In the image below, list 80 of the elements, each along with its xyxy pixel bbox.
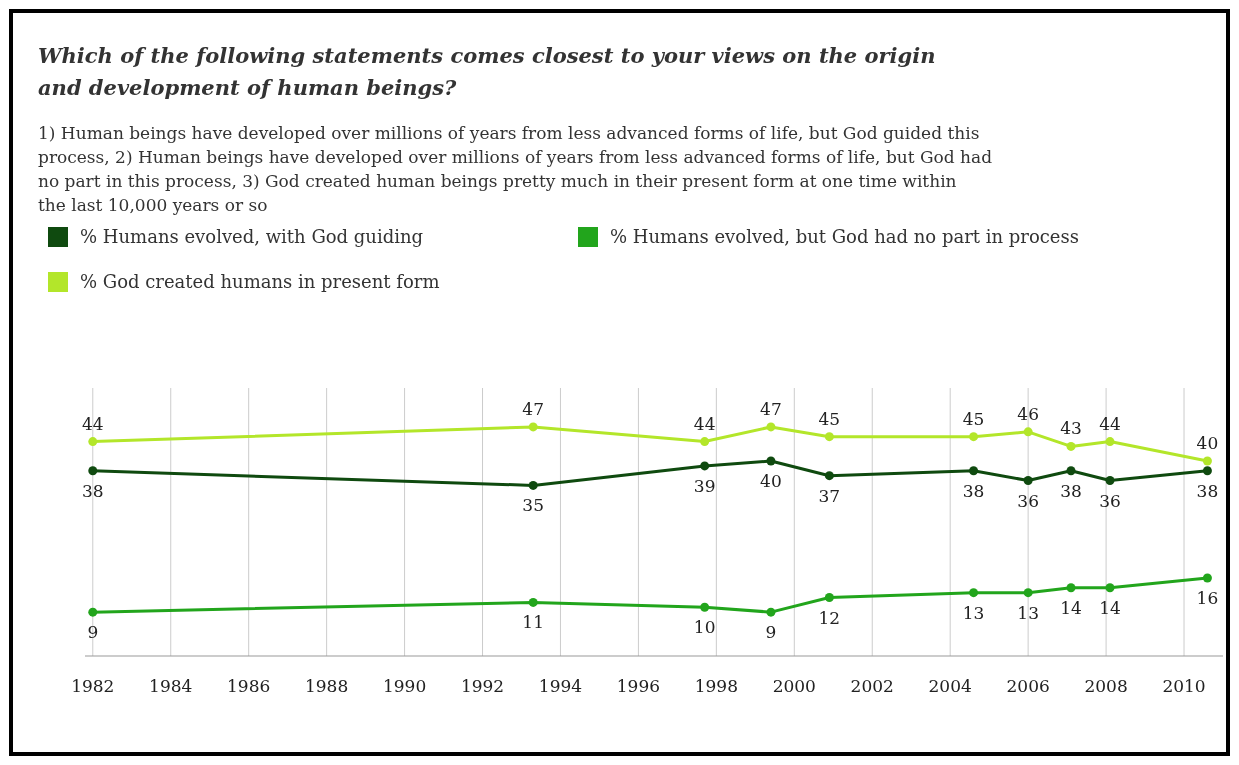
x-tick-label: 1998 [694,676,738,696]
point [766,607,776,617]
point [1023,588,1033,598]
point [528,480,538,490]
data-label: 45 [818,408,841,429]
data-label: 37 [818,485,841,506]
point [528,597,538,607]
point [88,607,98,617]
data-label: 38 [962,480,985,501]
point [1202,573,1212,583]
point [824,593,834,603]
data-label: 10 [693,617,716,638]
data-label: 43 [1060,418,1082,439]
point [766,422,776,432]
point [1066,441,1076,451]
data-label: 39 [693,475,716,496]
point [528,422,538,432]
data-label: 11 [522,612,545,633]
point [1066,466,1076,476]
x-tick-label: 2004 [928,676,972,696]
data-label: 9 [765,622,777,643]
data-label: 46 [1017,403,1039,424]
chart-subtitle: 1) Human beings have developed over millions of years from less advanced forms of life, but God guided this process, 2) Human beings have developed over millions of years from less advanced forms of life, but God had no part in this process, 3) God created human beings pretty much in their present form at one time within the last 10,000 years or so [38,123,993,215]
data-label: 44 [1099,413,1121,434]
data-label: 38 [1196,480,1219,501]
data-label: 45 [962,408,985,429]
point [969,588,979,598]
data-label: 16 [1196,588,1219,609]
point [824,471,834,481]
data-label: 9 [87,622,99,643]
point [1023,427,1033,437]
x-tick-label: 2006 [1006,676,1050,696]
x-tick-label: 2002 [850,676,894,696]
point [969,466,979,476]
x-tick-label: 1988 [305,676,349,696]
data-label: 13 [962,602,985,623]
data-label: 12 [818,607,841,628]
data-label: 40 [760,471,782,492]
data-label: 38 [81,480,104,501]
x-tick-label: 1982 [71,676,115,696]
point [1105,476,1115,486]
point [969,432,979,442]
legend-label: % Humans evolved, with God guiding [80,226,424,247]
x-tick-label: 1996 [616,676,661,696]
data-label: 14 [1060,597,1082,618]
data-label: 35 [522,495,545,516]
data-label: 14 [1099,597,1121,618]
data-label: 47 [522,398,545,419]
data-label: 47 [760,398,782,419]
point [1066,583,1076,593]
point [1105,583,1115,593]
legend-label: % God created humans in present form [80,271,440,292]
data-label: 44 [81,413,104,434]
point [1023,476,1033,486]
point [88,437,98,447]
point [1202,456,1212,466]
x-tick-label: 1986 [227,676,271,696]
data-label: 36 [1099,490,1121,511]
point [1105,437,1115,447]
x-tick-label: 1992 [460,676,505,696]
x-tick-label: 2010 [1162,676,1206,696]
point [88,466,98,476]
data-label: 44 [693,413,716,434]
data-label: 40 [1196,433,1219,454]
chart-title: Which of the following statements comes closest to your views on the origin and development of human beings? [38,43,936,100]
data-label: 36 [1017,490,1039,511]
x-tick-label: 2008 [1084,676,1128,696]
point [700,602,710,612]
x-tick-label: 1984 [149,676,193,696]
point [700,437,710,447]
legend-label: % Humans evolved, but God had no part in process [610,226,1079,247]
data-label: 38 [1060,480,1082,501]
x-tick-label: 2000 [772,676,816,696]
x-tick-label: 1990 [382,676,427,696]
data-label: 13 [1017,602,1039,623]
point [824,432,834,442]
point [1202,466,1212,476]
x-tick-label: 1994 [538,676,583,696]
point [766,456,776,466]
point [700,461,710,471]
